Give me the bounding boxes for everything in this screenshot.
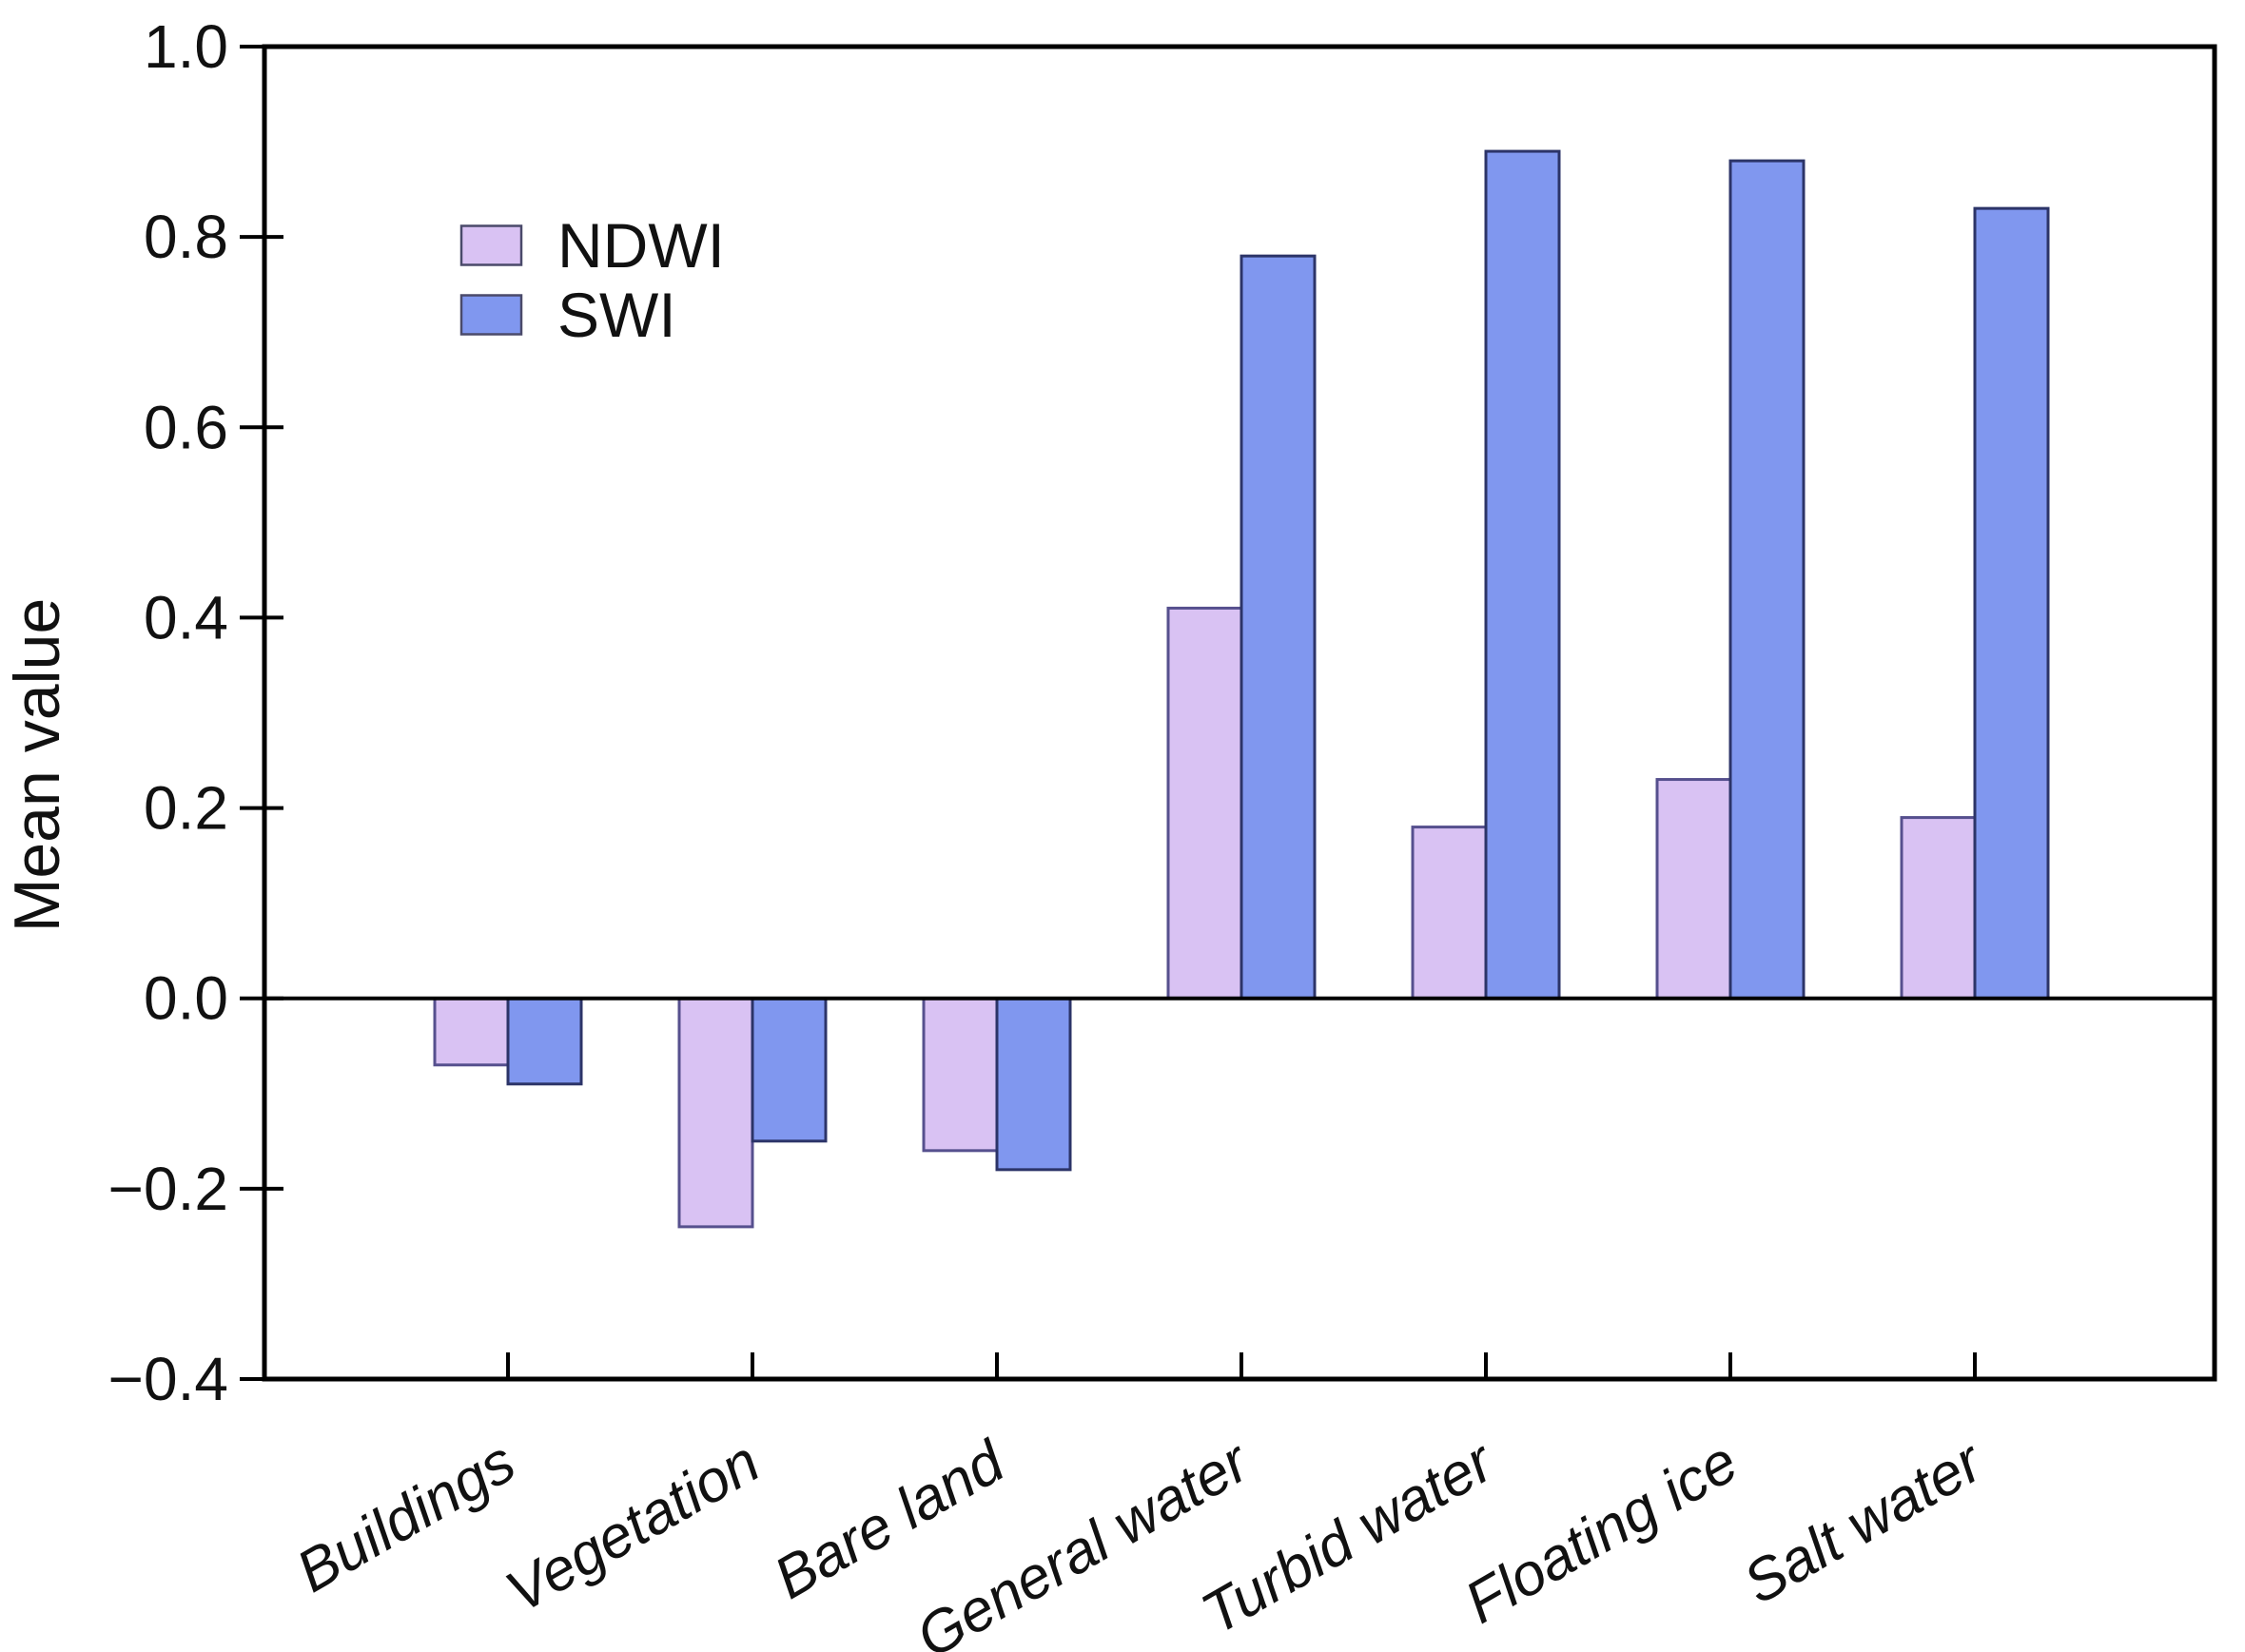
legend-label-swi: SWI xyxy=(557,280,676,350)
y-tick-label: 1.0 xyxy=(144,12,228,81)
bar-ndwi-salt-water xyxy=(1900,816,1977,1001)
plot-frame xyxy=(262,44,2217,1382)
y-tick-label: −0.4 xyxy=(108,1345,228,1413)
bar-ndwi-bare-land xyxy=(922,997,999,1153)
bar-swi-salt-water xyxy=(1973,206,2050,1001)
y-tick-label: 0.8 xyxy=(144,203,228,271)
bar-swi-general-water xyxy=(1240,254,1317,1001)
y-tick-label: 0.4 xyxy=(144,583,228,651)
bar-swi-turbid-water xyxy=(1484,149,1561,1001)
legend-swatch-swi xyxy=(459,294,523,336)
bar-ndwi-floating-ice xyxy=(1655,778,1732,1001)
bar-ndwi-turbid-water xyxy=(1411,826,1488,1001)
y-tick-label: −0.2 xyxy=(108,1155,228,1223)
y-axis-title: Mean value xyxy=(1,598,73,933)
legend-swatch-ndwi xyxy=(459,224,523,266)
legend-label-ndwi: NDWI xyxy=(557,210,725,281)
bar-ndwi-vegetation xyxy=(677,997,754,1229)
bar-ndwi-general-water xyxy=(1166,606,1243,1001)
bar-ndwi-buildings xyxy=(433,997,510,1067)
bar-swi-buildings xyxy=(506,997,583,1086)
y-tick-label: 0.0 xyxy=(144,964,228,1033)
bar-swi-vegetation xyxy=(751,997,828,1143)
y-tick-label: 0.6 xyxy=(144,393,228,461)
bar-swi-bare-land xyxy=(995,997,1072,1172)
bar-swi-floating-ice xyxy=(1728,159,1806,1001)
y-tick-label: 0.2 xyxy=(144,774,228,843)
